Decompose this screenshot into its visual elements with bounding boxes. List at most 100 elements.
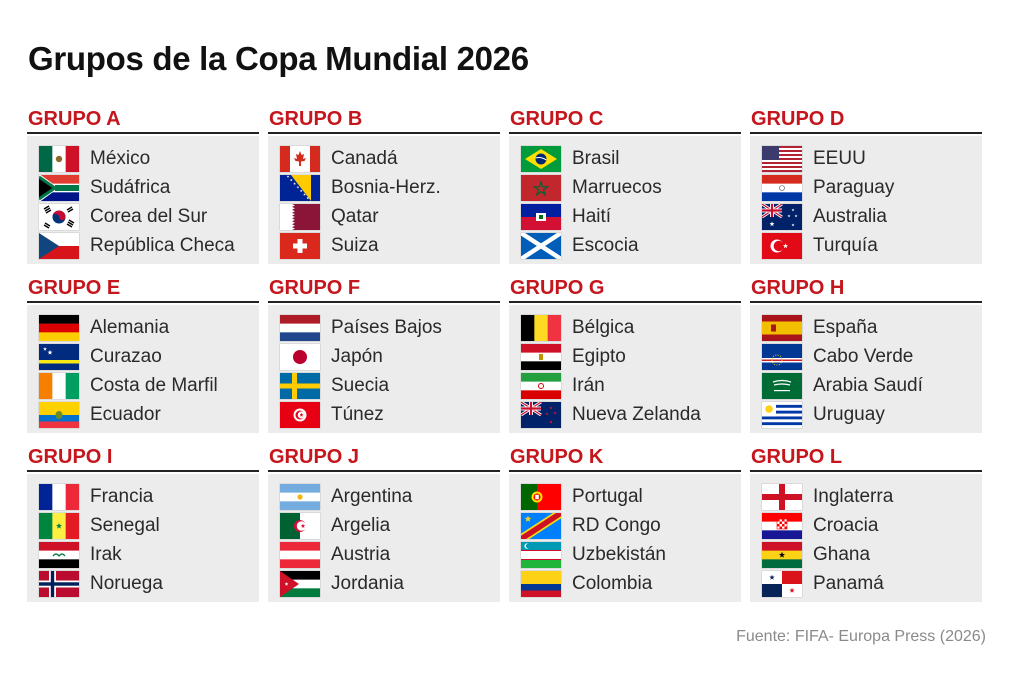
japan-flag-icon — [280, 343, 320, 370]
team-name: Escocia — [572, 234, 639, 256]
morocco-flag-icon — [521, 174, 561, 201]
group-title: GRUPO K — [509, 444, 741, 472]
team-name: Irán — [572, 374, 605, 396]
south-korea-flag-icon — [39, 203, 79, 230]
team-row: Japón — [268, 342, 500, 371]
sweden-flag-icon — [280, 372, 320, 399]
team-row: Argentina — [268, 482, 500, 511]
team-row: República Checa — [27, 231, 259, 260]
team-row: Jordania — [268, 569, 500, 598]
team-row: Haití — [509, 202, 741, 231]
egypt-flag-icon — [521, 343, 561, 370]
haiti-flag-icon — [521, 203, 561, 230]
curacao-flag-icon — [39, 343, 79, 370]
team-row: Bosnia-Herz. — [268, 173, 500, 202]
group-title: GRUPO J — [268, 444, 500, 472]
group-title: GRUPO D — [750, 106, 982, 134]
team-row: Irak — [27, 540, 259, 569]
germany-flag-icon — [39, 314, 79, 341]
turkey-flag-icon — [762, 232, 802, 259]
team-row: Alemania — [27, 313, 259, 342]
team-list: Portugal RD Congo Uzbekistán Colombia — [509, 474, 741, 602]
team-name: Nueva Zelanda — [572, 403, 701, 425]
team-name: Australia — [813, 205, 887, 227]
ghana-flag-icon — [762, 541, 802, 568]
team-list: Bélgica Egipto Irán Nueva Zelanda — [509, 305, 741, 433]
team-name: Costa de Marfil — [90, 374, 218, 396]
group-title: GRUPO H — [750, 275, 982, 303]
team-list: Países Bajos Japón Suecia Túnez — [268, 305, 500, 433]
team-name: Inglaterra — [813, 485, 894, 507]
france-flag-icon — [39, 483, 79, 510]
team-row: RD Congo — [509, 511, 741, 540]
team-name: Jordania — [331, 572, 404, 594]
team-name: Suecia — [331, 374, 390, 396]
team-name: Bosnia-Herz. — [331, 176, 441, 198]
team-row: Croacia — [750, 511, 982, 540]
netherlands-flag-icon — [280, 314, 320, 341]
team-name: RD Congo — [572, 514, 661, 536]
team-row: Ecuador — [27, 400, 259, 429]
team-name: Ecuador — [90, 403, 161, 425]
group-title: GRUPO I — [27, 444, 259, 472]
team-name: Qatar — [331, 205, 379, 227]
team-row: Bélgica — [509, 313, 741, 342]
team-row: Colombia — [509, 569, 741, 598]
grupo-d-card: GRUPO D EEUU Paraguay Australia Turquía — [750, 106, 982, 266]
grupo-f-card: GRUPO F Países Bajos Japón Suecia Túnez — [268, 275, 500, 435]
team-row: Argelia — [268, 511, 500, 540]
team-row: Qatar — [268, 202, 500, 231]
team-row: Inglaterra — [750, 482, 982, 511]
team-name: Alemania — [90, 316, 170, 338]
team-row: España — [750, 313, 982, 342]
team-row: Paraguay — [750, 173, 982, 202]
norway-flag-icon — [39, 570, 79, 597]
new-zealand-flag-icon — [521, 401, 561, 428]
team-list: EEUU Paraguay Australia Turquía — [750, 136, 982, 264]
croatia-flag-icon — [762, 512, 802, 539]
team-name: Austria — [331, 543, 391, 565]
team-name: Panamá — [813, 572, 884, 594]
team-row: Túnez — [268, 400, 500, 429]
group-title: GRUPO A — [27, 106, 259, 134]
uzbekistan-flag-icon — [521, 541, 561, 568]
team-name: EEUU — [813, 147, 866, 169]
team-name: Egipto — [572, 345, 626, 367]
team-name: Irak — [90, 543, 122, 565]
group-title: GRUPO E — [27, 275, 259, 303]
team-row: Australia — [750, 202, 982, 231]
groups-grid: GRUPO A México Sudáfrica Corea del Sur Repúb… — [27, 106, 982, 604]
team-name: Francia — [90, 485, 154, 507]
team-row: Marruecos — [509, 173, 741, 202]
team-name: Marruecos — [572, 176, 662, 198]
team-row: Noruega — [27, 569, 259, 598]
team-row: Suecia — [268, 371, 500, 400]
team-name: Países Bajos — [331, 316, 442, 338]
senegal-flag-icon — [39, 512, 79, 539]
team-name: Colombia — [572, 572, 653, 594]
team-name: República Checa — [90, 234, 235, 256]
team-row: Arabia Saudí — [750, 371, 982, 400]
team-row: Escocia — [509, 231, 741, 260]
grupo-b-card: GRUPO B Canadá Bosnia-Herz. Qatar Suiza — [268, 106, 500, 266]
ecuador-flag-icon — [39, 401, 79, 428]
team-name: Argentina — [331, 485, 413, 507]
team-row: Ghana — [750, 540, 982, 569]
team-name: Suiza — [331, 234, 379, 256]
team-row: Egipto — [509, 342, 741, 371]
usa-flag-icon — [762, 145, 802, 172]
team-list: México Sudáfrica Corea del Sur República Ch… — [27, 136, 259, 264]
grupo-l-card: GRUPO L Inglaterra Croacia Ghana Panamá — [750, 444, 982, 604]
team-row: Países Bajos — [268, 313, 500, 342]
belgium-flag-icon — [521, 314, 561, 341]
group-title: GRUPO B — [268, 106, 500, 134]
team-name: Paraguay — [813, 176, 895, 198]
team-row: Senegal — [27, 511, 259, 540]
iran-flag-icon — [521, 372, 561, 399]
group-title: GRUPO C — [509, 106, 741, 134]
grupo-h-card: GRUPO H España Cabo Verde Arabia Saudí Urugu… — [750, 275, 982, 435]
team-row: Cabo Verde — [750, 342, 982, 371]
group-title: GRUPO G — [509, 275, 741, 303]
team-name: Corea del Sur — [90, 205, 208, 227]
south-africa-flag-icon — [39, 174, 79, 201]
